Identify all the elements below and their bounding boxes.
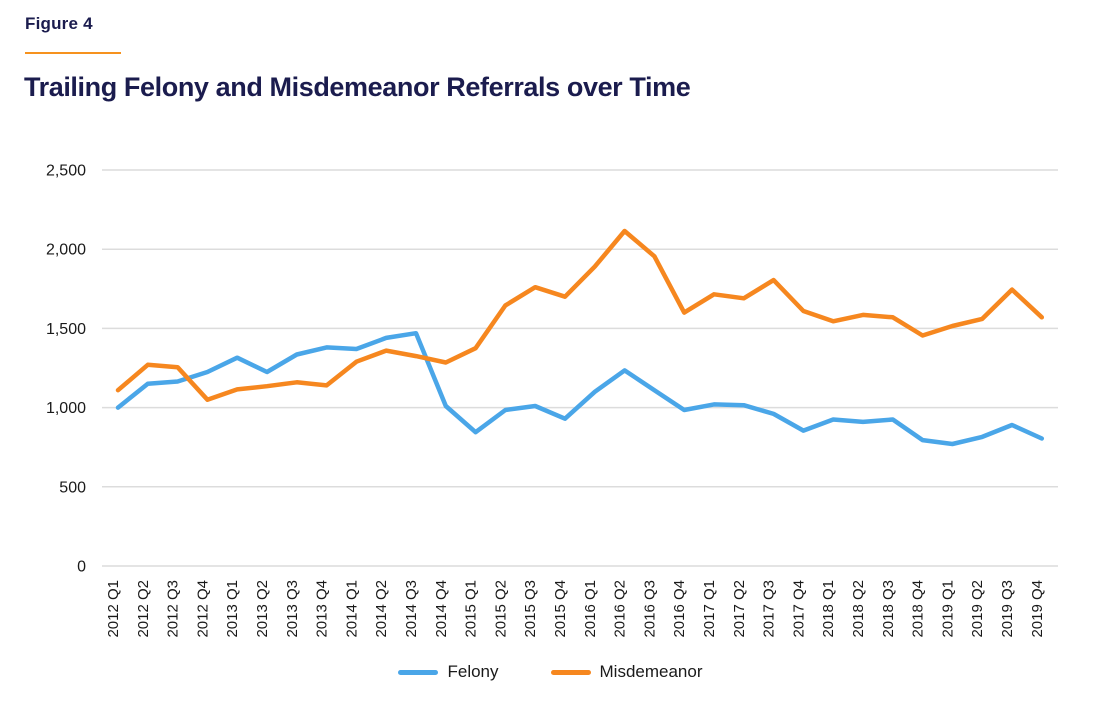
svg-text:2016 Q1: 2016 Q1 [582,580,599,638]
svg-text:2012 Q4: 2012 Q4 [194,580,211,638]
svg-text:2014 Q3: 2014 Q3 [403,580,420,638]
misdemeanor-line [115,228,1045,402]
svg-text:2013 Q1: 2013 Q1 [224,580,241,638]
svg-text:2015 Q2: 2015 Q2 [492,580,509,638]
svg-text:2012 Q3: 2012 Q3 [165,580,182,638]
y-axis-labels: 0 500 1,000 1,500 2,000 2,500 [46,163,86,576]
svg-text:2018 Q2: 2018 Q2 [850,580,867,638]
svg-text:2016 Q3: 2016 Q3 [641,580,658,638]
svg-text:2,000: 2,000 [46,242,86,259]
figure-rule-divider [25,52,121,54]
svg-text:2019 Q2: 2019 Q2 [969,580,986,638]
svg-text:2012 Q1: 2012 Q1 [105,580,122,638]
svg-text:2013 Q2: 2013 Q2 [254,580,271,638]
svg-text:2018 Q1: 2018 Q1 [820,580,837,638]
svg-text:2014 Q4: 2014 Q4 [433,580,450,638]
svg-text:500: 500 [59,479,86,496]
gridlines [102,169,1058,567]
chart-legend: Felony Misdemeanor [0,662,1101,682]
svg-text:2018 Q4: 2018 Q4 [910,580,927,638]
svg-text:2018 Q3: 2018 Q3 [880,580,897,638]
svg-text:2017 Q2: 2017 Q2 [731,580,748,638]
svg-text:2017 Q3: 2017 Q3 [761,580,778,638]
legend-item-misdemeanor: Misdemeanor [550,662,703,682]
svg-text:2014 Q1: 2014 Q1 [343,580,360,638]
line-chart: 0 500 1,000 1,500 2,000 2,500 2012 Q1 2012 Q2 20… [0,150,1101,655]
svg-text:2015 Q4: 2015 Q4 [552,580,569,638]
legend-label-misdemeanor: Misdemeanor [599,662,703,681]
misdemeanor-line-swatch [550,669,591,675]
svg-text:2015 Q1: 2015 Q1 [463,580,480,638]
svg-text:2017 Q1: 2017 Q1 [701,580,718,638]
svg-text:2013 Q4: 2013 Q4 [314,580,331,638]
svg-text:2016 Q2: 2016 Q2 [612,580,629,638]
felony-line [115,330,1045,447]
x-axis-labels: 2012 Q1 2012 Q2 2012 Q3 2012 Q4 2013 Q1 2013 … [105,580,1046,638]
svg-text:2015 Q3: 2015 Q3 [522,580,539,638]
svg-text:2019 Q4: 2019 Q4 [1029,580,1046,638]
page-title: Trailing Felony and Misdemeanor Referral… [24,72,691,102]
svg-text:1,000: 1,000 [46,400,86,417]
svg-text:2019 Q3: 2019 Q3 [999,580,1016,638]
svg-text:2019 Q1: 2019 Q1 [939,580,956,638]
legend-label-felony: Felony [447,662,499,681]
svg-text:0: 0 [77,559,86,576]
svg-text:2014 Q2: 2014 Q2 [373,580,390,638]
felony-line-swatch [398,669,439,675]
svg-text:2,500: 2,500 [46,163,86,180]
svg-text:2013 Q3: 2013 Q3 [284,580,301,638]
svg-text:2016 Q4: 2016 Q4 [671,580,688,638]
legend-item-felony: Felony [398,662,499,682]
svg-text:1,500: 1,500 [46,321,86,338]
svg-text:2017 Q4: 2017 Q4 [790,580,807,638]
figure-label: Figure 4 [25,14,93,33]
svg-text:2012 Q2: 2012 Q2 [135,580,152,638]
